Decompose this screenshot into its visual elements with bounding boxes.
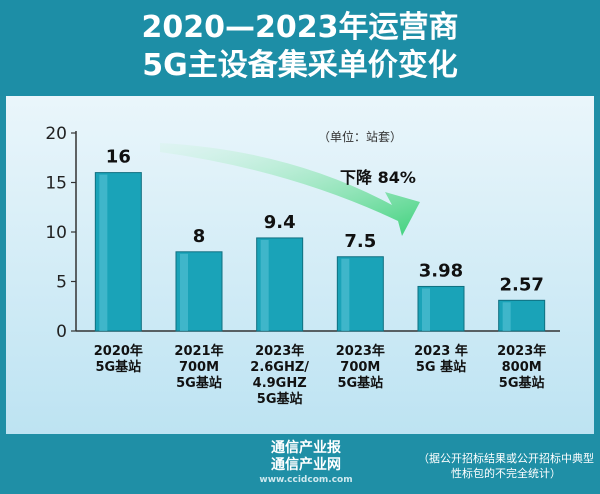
source-note: （据公开招标结果或公开招标中典型性标包的不完全统计） bbox=[418, 452, 594, 480]
y-tick-label: 15 bbox=[45, 174, 67, 194]
brand-site: www.ccidcom.com bbox=[259, 475, 353, 485]
decline-annotation: 下降 84% bbox=[340, 168, 416, 187]
x-tick-label: 2023 年 5G 基站 bbox=[414, 343, 468, 375]
brand-logo: 通信产业报 通信产业网 www.ccidcom.com bbox=[236, 440, 376, 486]
y-tick-label: 10 bbox=[45, 223, 67, 243]
bar-value-label: 8 bbox=[193, 226, 206, 247]
y-tick-label: 5 bbox=[56, 273, 67, 293]
chart-title-line1: 2020—2023年运营商 bbox=[141, 10, 459, 45]
y-tick-label: 0 bbox=[56, 322, 67, 342]
brand-line1: 通信产业报 bbox=[271, 440, 341, 456]
bar-highlight bbox=[341, 258, 350, 331]
footer-bar bbox=[0, 434, 600, 494]
bar-value-label: 9.4 bbox=[264, 212, 296, 233]
bar-highlight bbox=[99, 174, 108, 331]
bar-highlight bbox=[180, 253, 188, 331]
bar-highlight bbox=[502, 302, 511, 331]
x-tick-label: 2023年 700M 5G基站 bbox=[336, 343, 385, 391]
x-tick-label: 2023年 2.6GHZ/4.9GHZ 5G基站 bbox=[250, 343, 309, 407]
brand-line2: 通信产业网 bbox=[271, 457, 341, 473]
decline-arrow bbox=[160, 143, 420, 236]
bar-highlight bbox=[260, 239, 269, 331]
header-banner bbox=[0, 0, 600, 96]
bar-value-label: 7.5 bbox=[344, 231, 376, 252]
bar-highlight bbox=[422, 288, 430, 331]
bar-value-label: 3.98 bbox=[419, 260, 463, 281]
x-tick-label: 2020年 5G基站 bbox=[94, 343, 143, 375]
x-tick-label: 2021年 700M 5G基站 bbox=[174, 343, 223, 391]
bar-value-label: 2.57 bbox=[499, 274, 543, 295]
bar-value-label: 16 bbox=[106, 147, 131, 168]
x-tick-label: 2023年 800M 5G基站 bbox=[497, 343, 546, 391]
chart-title-line2: 5G主设备集采单价变化 bbox=[142, 48, 458, 83]
unit-label: （单位：站套） bbox=[318, 130, 403, 144]
y-tick-label: 20 bbox=[45, 124, 67, 144]
